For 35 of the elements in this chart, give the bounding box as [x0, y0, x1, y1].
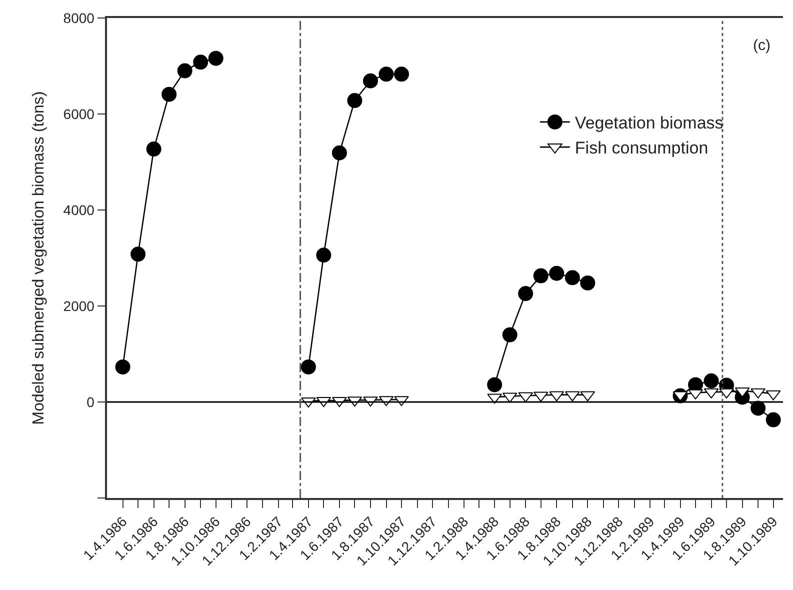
point	[564, 270, 580, 286]
point	[177, 63, 192, 78]
point	[394, 66, 410, 82]
y-tick-label: 2000	[63, 298, 95, 314]
legend-label: Fish consumption	[574, 138, 708, 158]
y-axis-title: Modeled submerged vegetation biomass (tons)	[30, 91, 48, 425]
point	[316, 248, 332, 263]
point	[487, 377, 502, 392]
point	[146, 142, 162, 157]
y-tick-label: 8000	[63, 10, 95, 26]
point	[750, 400, 766, 416]
legend-label: Vegetation biomass	[574, 114, 724, 133]
point	[362, 73, 378, 88]
point	[688, 389, 703, 400]
y-tick-label: 4000	[63, 202, 95, 218]
point	[208, 50, 224, 66]
point	[580, 275, 596, 290]
point	[719, 388, 734, 398]
point	[332, 145, 347, 160]
y-tick-label: 0	[86, 394, 95, 410]
point	[766, 412, 781, 428]
annotation: (c)	[753, 37, 770, 54]
point	[130, 246, 146, 262]
point	[300, 359, 316, 374]
point	[533, 268, 548, 284]
point	[115, 359, 130, 374]
point	[162, 86, 177, 102]
point	[704, 373, 719, 388]
y-tick-label: 6000	[63, 106, 95, 122]
point	[193, 54, 208, 70]
point	[378, 66, 394, 82]
point	[347, 93, 362, 108]
point	[502, 327, 518, 342]
point	[549, 266, 564, 281]
point	[518, 286, 534, 302]
